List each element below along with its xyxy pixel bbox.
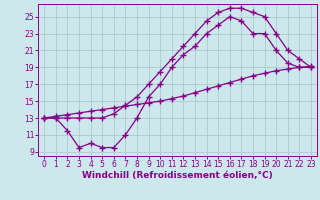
X-axis label: Windchill (Refroidissement éolien,°C): Windchill (Refroidissement éolien,°C): [82, 171, 273, 180]
